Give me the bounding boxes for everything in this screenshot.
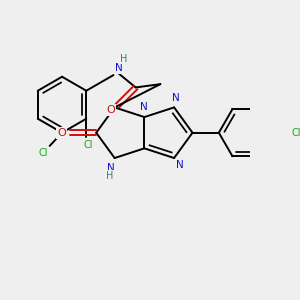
Text: Cl: Cl: [292, 128, 300, 138]
Text: N: N: [140, 102, 147, 112]
Text: H: H: [121, 54, 128, 64]
Text: Cl: Cl: [38, 148, 48, 158]
Text: Cl: Cl: [83, 140, 93, 150]
Text: N: N: [115, 63, 122, 73]
Text: N: N: [176, 160, 184, 170]
Text: H: H: [106, 171, 113, 181]
Text: N: N: [172, 92, 180, 103]
Text: O: O: [57, 128, 66, 138]
Text: N: N: [106, 163, 114, 173]
Text: O: O: [106, 105, 116, 115]
